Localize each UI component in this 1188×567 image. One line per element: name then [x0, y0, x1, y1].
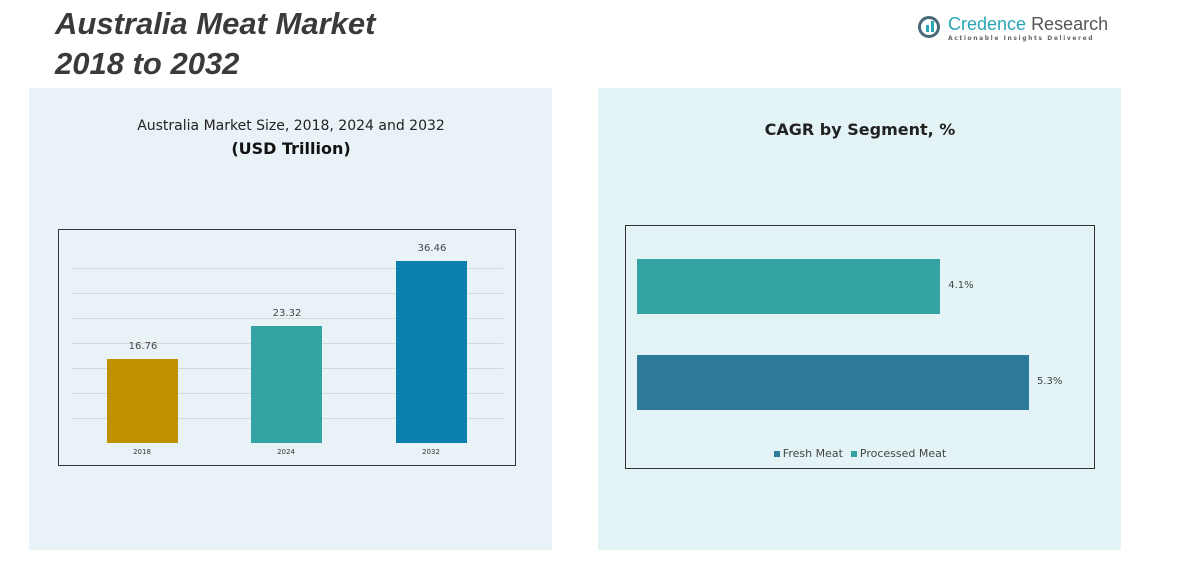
logo-name: Credence Research [948, 14, 1108, 35]
x-tick-label: 2032 [422, 448, 440, 456]
x-tick-label: 2018 [133, 448, 151, 456]
legend-item: Fresh Meat [773, 447, 843, 460]
bar [637, 355, 1029, 410]
bar [251, 326, 322, 443]
gridline [71, 293, 503, 294]
right-panel [598, 88, 1121, 550]
data-label: 36.46 [417, 242, 447, 254]
market-size-chart: 16.76 2018 23.32 2024 36.46 2032 [58, 229, 516, 466]
logo-name-part1: Credence [948, 14, 1027, 34]
logo-icon [918, 16, 940, 38]
legend-swatch [773, 451, 780, 457]
cagr-chart: 4.1% 5.3% Fresh Meat Processed Meat [625, 225, 1095, 469]
title-line-2: 2018 to 2032 [55, 46, 240, 81]
bar [637, 259, 941, 314]
logo-tagline: Actionable Insights Delivered [948, 35, 1095, 42]
page-title: Australia Meat Market 2018 to 2032 [55, 4, 375, 84]
data-label: 5.3% [1037, 376, 1063, 387]
data-label: 23.32 [272, 308, 302, 320]
gridline [71, 318, 503, 319]
gridline [71, 268, 503, 269]
bar [396, 260, 467, 443]
legend-label: Processed Meat [859, 447, 947, 460]
title-line-1: Australia Meat Market [55, 6, 376, 41]
bar [107, 359, 178, 443]
x-tick-label: 2024 [277, 448, 295, 456]
market-size-title: Australia Market Size, 2018, 2024 and 20… [137, 118, 445, 134]
logo-name-part2: Research [1031, 14, 1109, 34]
cagr-title: CAGR by Segment, % [764, 120, 956, 139]
legend-label: Fresh Meat [782, 447, 843, 460]
legend: Fresh Meat Processed Meat [626, 447, 1094, 460]
data-label: 16.76 [128, 341, 158, 353]
data-label: 4.1% [948, 280, 974, 291]
legend-item: Processed Meat [850, 447, 947, 460]
legend-swatch [850, 451, 857, 457]
market-size-subtitle: (USD Trillion) [231, 139, 351, 158]
